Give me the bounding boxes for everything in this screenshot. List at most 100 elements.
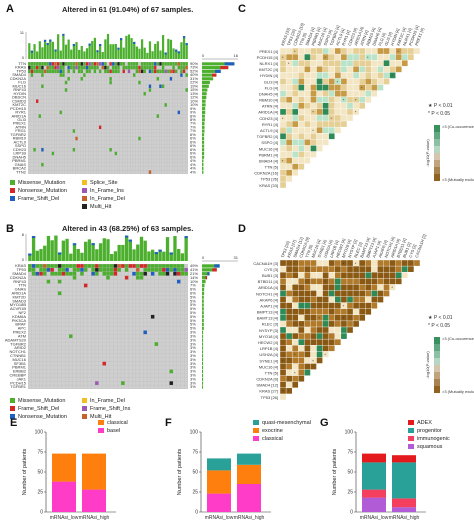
oncoplot-cell bbox=[51, 65, 55, 70]
oncoplot-cell bbox=[65, 314, 69, 319]
oncoplot-cell bbox=[102, 264, 106, 268]
heat-cell bbox=[310, 151, 317, 158]
panel-b-label: B bbox=[6, 223, 14, 235]
tmb-bar bbox=[59, 50, 62, 59]
oncoplot-cell bbox=[70, 88, 73, 92]
oncoplot-cell bbox=[31, 385, 36, 389]
col-label: TP53 [26] bbox=[280, 240, 291, 258]
oncoplot-cell bbox=[30, 106, 34, 111]
oncoplot-cell bbox=[180, 377, 185, 382]
oncoplot-cell bbox=[119, 73, 123, 77]
oncoplot-cell bbox=[54, 295, 58, 300]
side-bar bbox=[202, 350, 204, 354]
oncoplot-cell bbox=[121, 373, 125, 378]
tmb-bar bbox=[130, 38, 133, 59]
tmb-bar-seg bbox=[72, 44, 76, 47]
oncoplot-cell bbox=[169, 110, 173, 115]
tmb-bar bbox=[164, 52, 167, 59]
legend-swatch bbox=[82, 180, 87, 185]
oncoplot-cell bbox=[151, 73, 154, 77]
oncoplot-cell bbox=[83, 326, 88, 331]
oncoplot-cell bbox=[121, 361, 125, 366]
heat-cell bbox=[304, 278, 311, 285]
oncoplot-cell bbox=[185, 110, 188, 115]
oncoplot-cell bbox=[122, 148, 125, 152]
oncoplot-cell bbox=[140, 69, 144, 74]
oncoplot-cell bbox=[110, 299, 114, 303]
oncoplot-cell bbox=[167, 136, 170, 141]
oncoplot-cell bbox=[85, 77, 89, 81]
gene-label: SMAD4 bbox=[12, 72, 27, 77]
oncoplot-cell bbox=[57, 140, 60, 144]
oncoplot-cell bbox=[136, 365, 140, 370]
x-tick-label: mRNAsi_low bbox=[360, 515, 389, 521]
legend-swatch bbox=[253, 420, 259, 425]
oncoplot-cell bbox=[46, 291, 51, 296]
oncoplot-cell bbox=[65, 279, 69, 284]
oncoplot-cell bbox=[61, 322, 66, 327]
oncoplot-cell bbox=[62, 136, 65, 141]
sig-marker: * bbox=[312, 128, 314, 133]
oncoplot-cell bbox=[169, 318, 173, 323]
oncoplot-cell bbox=[70, 125, 73, 130]
oncoplot-cell bbox=[117, 271, 121, 276]
oncoplot-cell bbox=[154, 65, 157, 70]
oncoplot-cell bbox=[41, 103, 44, 107]
oncoplot-cell bbox=[59, 121, 62, 126]
gene-percent: 15% bbox=[190, 87, 198, 92]
oncoplot-cell bbox=[159, 80, 162, 85]
legend-swatch bbox=[253, 428, 259, 433]
oncoplot-cell bbox=[38, 106, 41, 111]
col-label: KMT2C [4] bbox=[396, 27, 407, 47]
heat-cell bbox=[377, 48, 384, 54]
oncoplot-cell bbox=[139, 303, 144, 307]
oncoplot-cell bbox=[80, 295, 84, 300]
oncoplot-cell bbox=[127, 170, 131, 174]
oncoplot-cell bbox=[54, 144, 57, 148]
oncoplot-cell bbox=[148, 65, 152, 70]
heat-cell bbox=[316, 284, 323, 291]
oncoplot-cell bbox=[88, 73, 91, 77]
oncoplot-cell bbox=[39, 377, 43, 382]
oncoplot-cell bbox=[54, 162, 57, 167]
oncoplot-cell bbox=[146, 103, 149, 107]
oncoplot-cell bbox=[114, 114, 118, 118]
oncoplot-cell bbox=[165, 322, 170, 327]
oncoplot-cell bbox=[122, 162, 125, 167]
oncoplot-cell bbox=[87, 385, 92, 389]
heat-cell bbox=[322, 260, 329, 266]
oncoplot-cell bbox=[64, 140, 68, 144]
heat-cell bbox=[371, 284, 378, 291]
oncoplot-cell bbox=[110, 318, 114, 323]
heat-cell bbox=[304, 151, 311, 158]
oncoplot-cell bbox=[83, 342, 88, 346]
row-label: ARID1A [4] bbox=[258, 110, 278, 115]
oncoplot-cell bbox=[96, 99, 99, 103]
oncoplot-cell bbox=[154, 326, 159, 331]
oncoplot-cell bbox=[140, 136, 144, 141]
oncoplot-cell bbox=[61, 338, 66, 342]
oncoplot-cell bbox=[165, 373, 170, 378]
oncoplot-cell bbox=[175, 148, 178, 152]
oncoplot-cell bbox=[64, 133, 68, 137]
oncoplot-cell bbox=[61, 330, 66, 335]
row-label: TGFBR2 [4] bbox=[257, 134, 278, 139]
oncoplot-cell bbox=[135, 166, 139, 171]
oncoplot-cell bbox=[30, 151, 34, 156]
row-label: NLRX1 [4] bbox=[260, 61, 278, 66]
oncoplot-cell bbox=[130, 170, 133, 174]
oncoplot-cell bbox=[38, 88, 41, 92]
oncoplot-cell bbox=[88, 80, 91, 85]
tmb-bar bbox=[72, 44, 76, 59]
oncoplot-cell bbox=[106, 365, 110, 370]
col-label: LRP1B [4] bbox=[329, 239, 340, 258]
oncoplot-cell bbox=[95, 303, 99, 307]
oncoplot-cell bbox=[91, 65, 94, 70]
oncoplot-cell bbox=[146, 88, 149, 92]
oncoplot-cell bbox=[85, 136, 89, 141]
oncoplot-cell bbox=[151, 88, 154, 92]
oncoplot-cell bbox=[35, 279, 40, 284]
tmb-bar bbox=[70, 49, 73, 59]
heat-cell bbox=[304, 357, 311, 364]
side-bar bbox=[202, 358, 204, 362]
